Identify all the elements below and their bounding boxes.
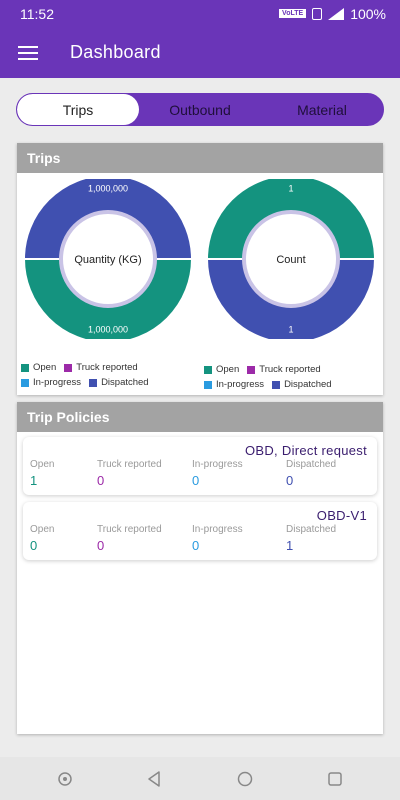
status-icons: VoLTE 100% — [279, 6, 386, 22]
policy-card[interactable]: OBD, Direct request Open 1 Truck reporte… — [23, 437, 377, 495]
donut-title: Quantity (KG) — [74, 254, 141, 266]
legend-truck-swatch — [247, 365, 256, 374]
policy-name: OBD-V1 — [316, 508, 367, 523]
legend-truck-reported: Truck reported — [247, 364, 321, 375]
legend-truck-swatch — [64, 363, 73, 372]
legend-dispatched: Dispatched — [89, 377, 149, 388]
policy-value: 1 — [286, 538, 294, 553]
signal-icon — [328, 7, 345, 20]
trip-policies-card: Trip Policies OBD, Direct request Open 1… — [17, 402, 383, 734]
policy-value: 0 — [97, 473, 105, 488]
policy-col-dispatched: Dispatched 1 — [286, 524, 337, 553]
page-title: Dashboard — [70, 42, 161, 62]
legend-open-swatch — [204, 365, 212, 374]
policy-value: 0 — [286, 473, 294, 488]
trip-policies-header: Trip Policies — [17, 402, 383, 432]
policy-col-dispatched: Dispatched 0 — [286, 459, 337, 488]
count-legend: Open Truck reported In-progress Dispatch… — [204, 364, 332, 394]
tab-trips[interactable]: Trips — [17, 94, 139, 125]
donut-slice-label: 1 — [288, 325, 293, 335]
back-icon[interactable] — [147, 770, 161, 787]
legend-dispatched-swatch — [272, 380, 281, 389]
policy-col-truck-reported: Truck reported 0 — [97, 524, 162, 553]
policy-col-in-progress: In-progress 0 — [192, 524, 243, 553]
policy-col-open: Open 1 — [30, 459, 55, 488]
quantity-legend: Open Truck reported In-progress Dispatch… — [21, 362, 149, 392]
policy-name: OBD, Direct request — [244, 443, 367, 458]
tab-bar: Trips Outbound Material — [16, 93, 384, 126]
tab-outbound[interactable]: Outbound — [169, 101, 231, 118]
legend-open-swatch — [21, 363, 29, 372]
donut-center — [59, 210, 157, 308]
tab-material[interactable]: Material — [297, 101, 347, 118]
donut-center — [242, 210, 340, 308]
status-time: 11:52 — [20, 5, 54, 22]
battery-level: 100% — [350, 5, 386, 22]
status-bar: 11:52 VoLTE 100% — [0, 0, 400, 27]
legend-in-progress: In-progress — [21, 377, 81, 388]
legend-open: Open — [21, 362, 56, 373]
system-nav-bar — [0, 757, 400, 800]
legend-dispatched-swatch — [89, 378, 98, 387]
home-icon[interactable] — [237, 771, 253, 787]
app-bar: Dashboard — [0, 27, 400, 78]
policy-col-truck-reported: Truck reported 0 — [97, 459, 162, 488]
vibrate-icon — [312, 7, 323, 20]
legend-progress-swatch — [21, 378, 29, 387]
quantity-donut-chart[interactable]: 1,000,000 1,000,000 Quantity (KG) — [23, 179, 193, 339]
recents-icon[interactable] — [328, 771, 342, 786]
volte-badge: VoLTE — [279, 9, 307, 18]
policy-value: 0 — [97, 538, 105, 553]
policy-value: 0 — [30, 538, 38, 553]
menu-icon[interactable] — [0, 27, 56, 78]
donut-slice-label: 1,000,000 — [88, 184, 128, 194]
policy-col-in-progress: In-progress 0 — [192, 459, 243, 488]
accessibility-icon[interactable] — [58, 771, 72, 786]
trips-header: Trips — [17, 143, 383, 173]
policy-value: 0 — [192, 473, 200, 488]
policy-card[interactable]: OBD-V1 Open 0 Truck reported 0 In-progre… — [23, 502, 377, 560]
legend-truck-reported: Truck reported — [64, 362, 138, 373]
policy-value: 0 — [192, 538, 200, 553]
donut-slice-label: 1 — [288, 184, 293, 194]
policy-value: 1 — [30, 473, 38, 488]
policy-col-open: Open 0 — [30, 524, 55, 553]
legend-in-progress: In-progress — [204, 379, 264, 390]
legend-dispatched: Dispatched — [272, 379, 332, 390]
donut-slice-label: 1,000,000 — [88, 325, 128, 335]
legend-progress-swatch — [204, 380, 212, 389]
count-donut-chart[interactable]: 1 1 Count — [206, 179, 376, 339]
legend-open: Open — [204, 364, 239, 375]
donut-title: Count — [276, 254, 305, 266]
